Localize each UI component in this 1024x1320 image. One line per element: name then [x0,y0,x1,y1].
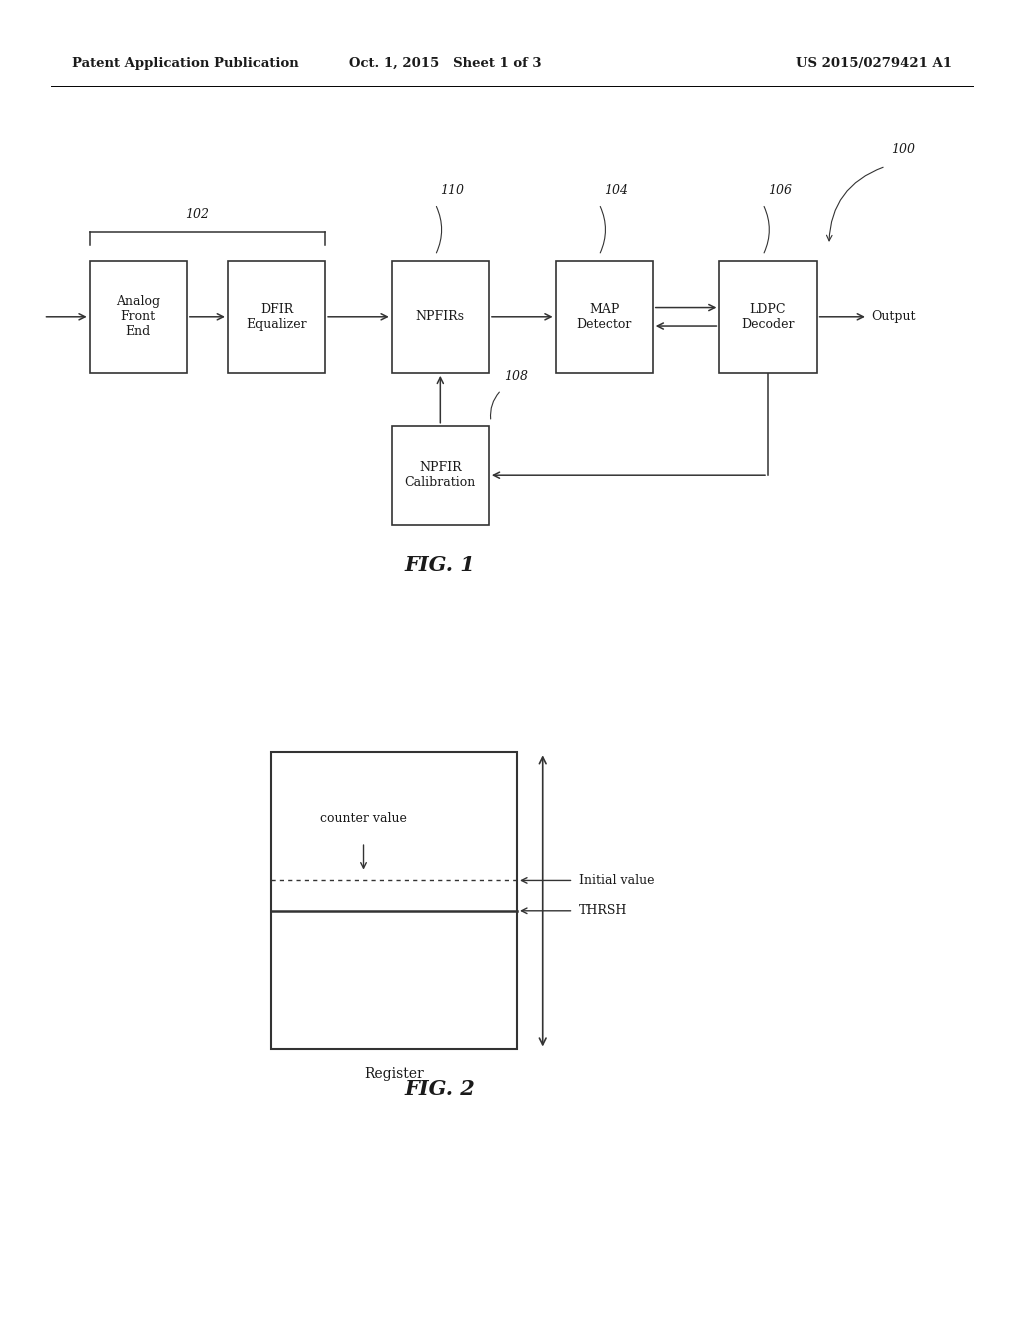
Text: Register: Register [365,1067,424,1081]
Text: US 2015/0279421 A1: US 2015/0279421 A1 [797,57,952,70]
Text: THRSH: THRSH [579,904,627,917]
Text: 100: 100 [891,143,914,156]
Text: 110: 110 [440,185,464,197]
Text: FIG. 2: FIG. 2 [404,1078,476,1100]
Text: 106: 106 [768,185,792,197]
Text: 104: 104 [604,185,628,197]
Text: Initial value: Initial value [579,874,654,887]
Bar [391,261,489,372]
Bar [271,752,517,1049]
Text: counter value: counter value [321,812,407,825]
Text: 108: 108 [504,371,528,383]
Text: Analog
Front
End: Analog Front End [116,296,161,338]
Text: Output: Output [870,310,915,323]
Text: NPFIRs: NPFIRs [416,310,465,323]
Text: LDPC
Decoder: LDPC Decoder [741,302,795,331]
Text: 102: 102 [185,209,209,220]
Text: MAP
Detector: MAP Detector [577,302,632,331]
Bar [90,261,186,372]
Text: FIG. 1: FIG. 1 [404,554,476,576]
Text: Oct. 1, 2015   Sheet 1 of 3: Oct. 1, 2015 Sheet 1 of 3 [349,57,542,70]
Text: DFIR
Equalizer: DFIR Equalizer [246,302,307,331]
Text: NPFIR
Calibration: NPFIR Calibration [404,461,476,490]
Bar [391,425,489,524]
Bar [228,261,326,372]
Bar [719,261,817,372]
Text: Patent Application Publication: Patent Application Publication [72,57,298,70]
Bar [555,261,653,372]
